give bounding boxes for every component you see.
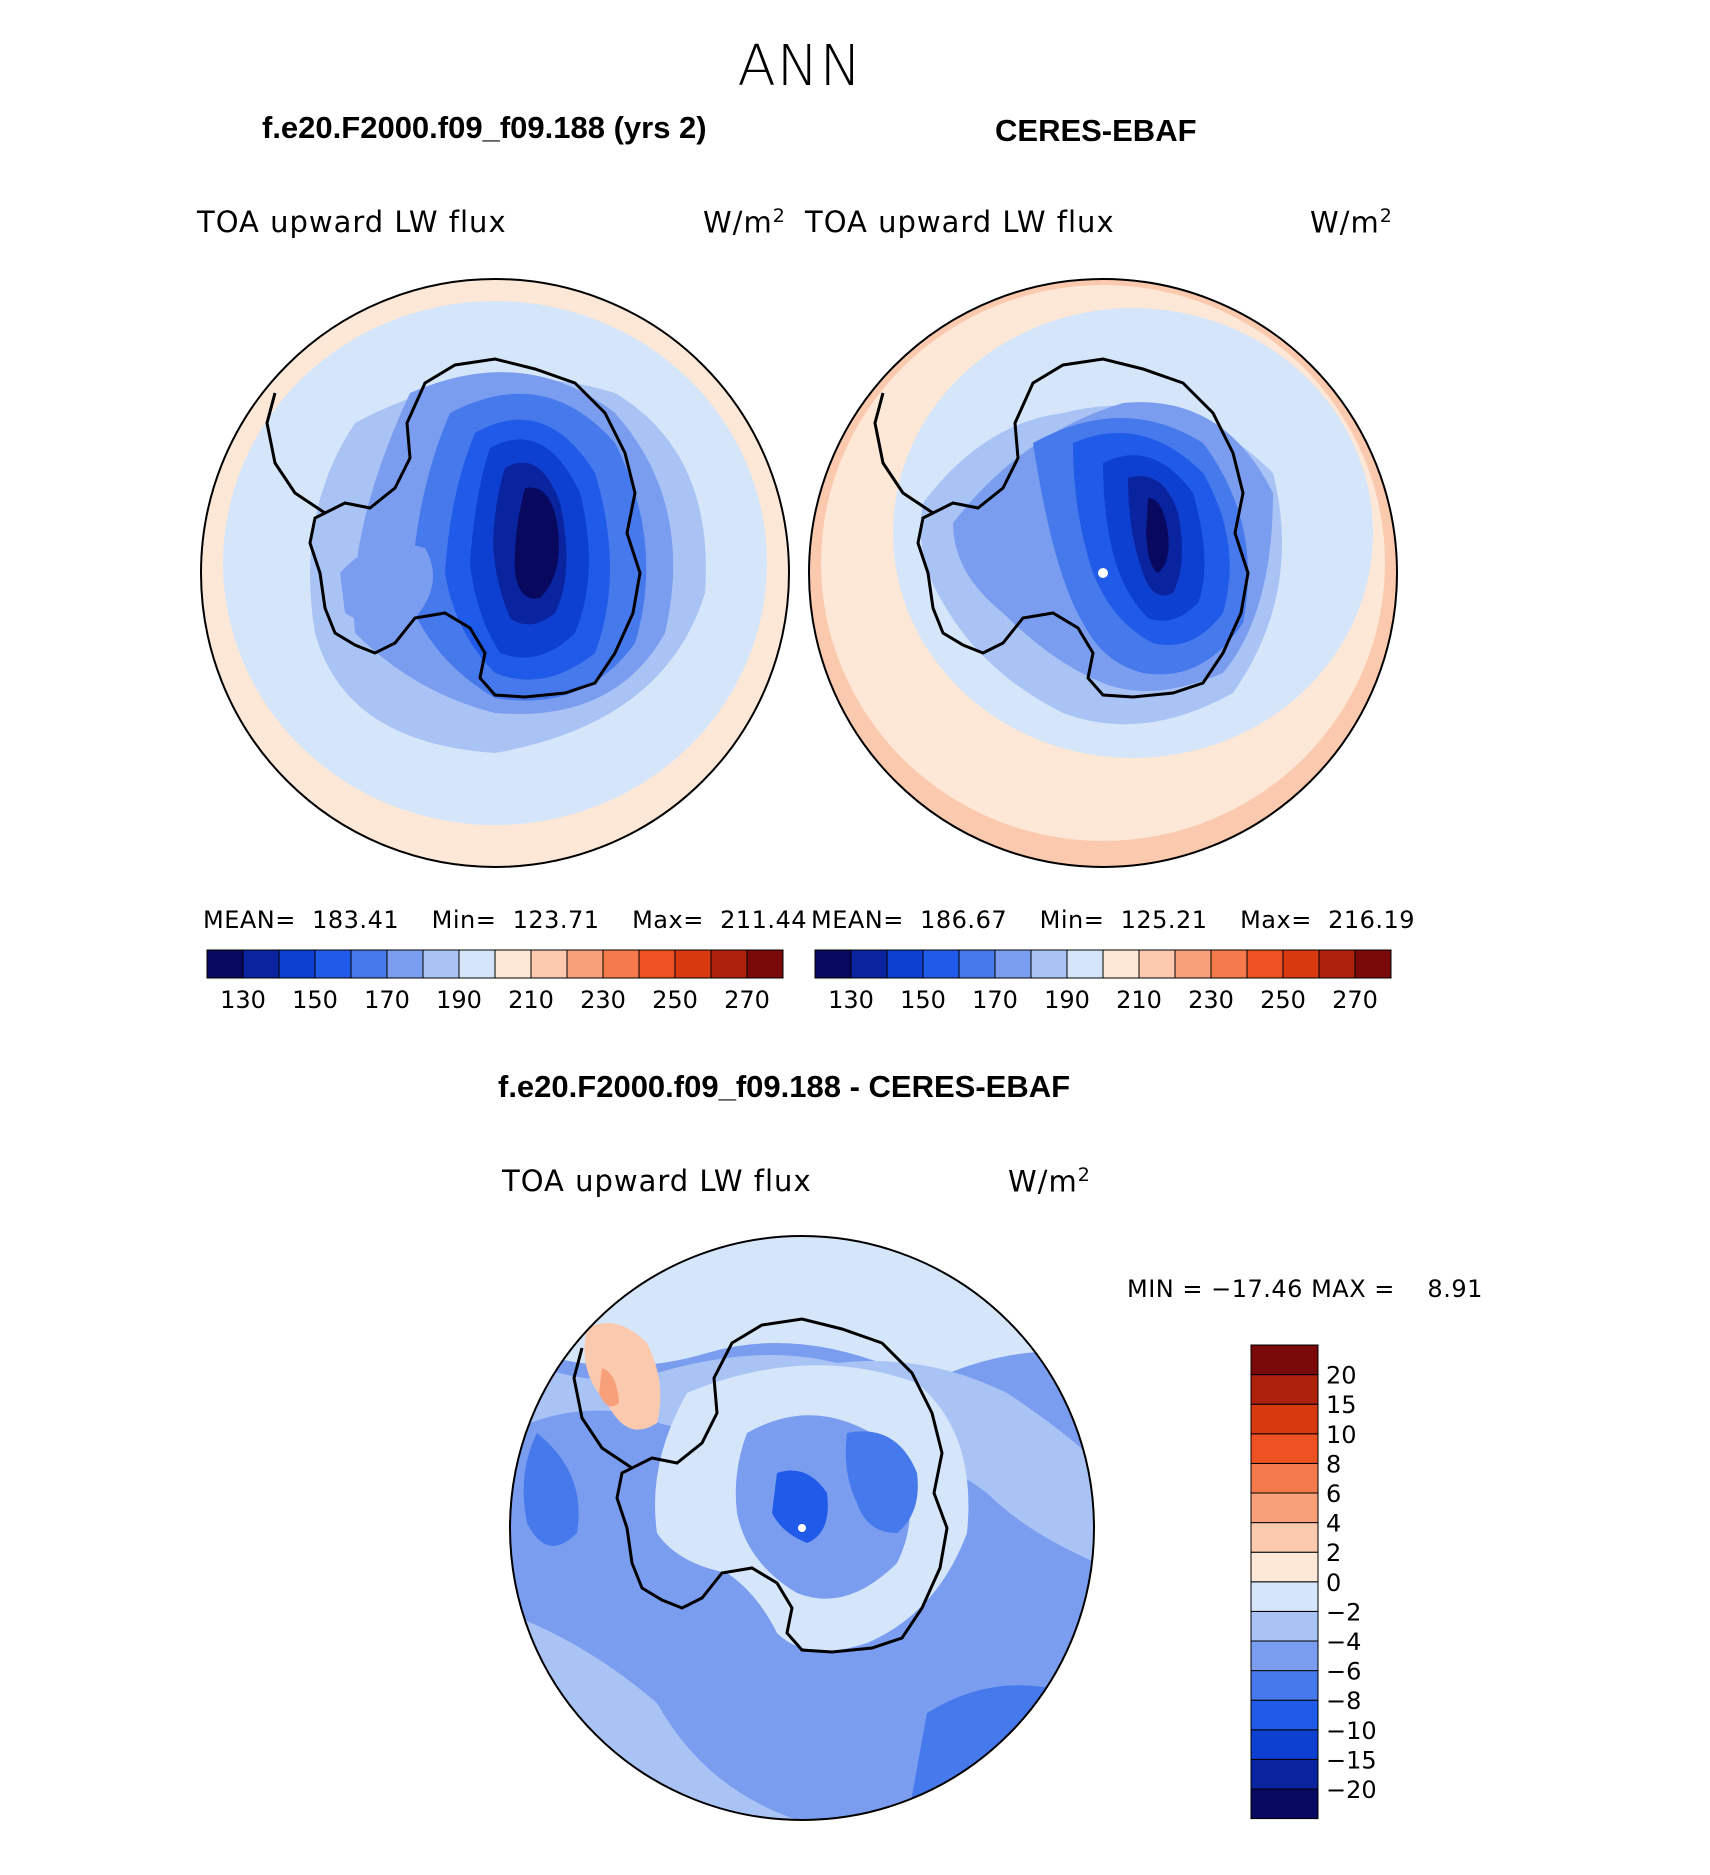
left-colorbar-swatch — [422, 949, 460, 979]
left-colorbar-swatch — [206, 949, 244, 979]
left-colorbar-tick-label: 150 — [292, 986, 338, 1014]
diff-colorbar-tick-label: 8 — [1326, 1450, 1341, 1478]
diff-colorbar-swatch — [1250, 1758, 1319, 1790]
diff-colorbar-swatch — [1250, 1610, 1319, 1642]
diff-colorbar-swatch — [1250, 1788, 1319, 1820]
diff-colorbar-tick-label: −8 — [1326, 1687, 1361, 1715]
diff-colorbar-swatch — [1250, 1462, 1319, 1494]
left-colorbar-tick-label: 170 — [364, 986, 410, 1014]
left-polar-map — [200, 278, 790, 868]
right-colorbar-swatch — [886, 949, 924, 979]
left-colorbar-tick-label: 250 — [652, 986, 698, 1014]
right-colorbar-tick-label: 230 — [1188, 986, 1234, 1014]
left-colorbar-tick-label: 130 — [220, 986, 266, 1014]
diff-colorbar-swatch — [1250, 1729, 1319, 1760]
right-colorbar-swatch — [1138, 949, 1176, 979]
right-stats: MEAN= 186.67 Min= 125.21 Max= 216.19 — [811, 906, 1416, 934]
right-colorbar-tick-label: 130 — [828, 986, 874, 1014]
left-colorbar-swatch — [494, 949, 532, 979]
diff-colorbar-swatch — [1250, 1344, 1319, 1376]
right-units-label: W/m2 — [1310, 205, 1393, 240]
diff-colorbar-tick-label: −20 — [1326, 1776, 1377, 1804]
diff-colorbar-tick-label: −4 — [1326, 1628, 1361, 1656]
left-colorbar-tick-label: 230 — [580, 986, 626, 1014]
right-colorbar-swatch — [1246, 949, 1284, 979]
diff-colorbar-tick-label: 6 — [1326, 1480, 1341, 1508]
diff-variable-label: TOA upward LW flux — [502, 1164, 812, 1198]
right-colorbar-swatch — [1318, 949, 1356, 979]
left-colorbar-tick-label: 190 — [436, 986, 482, 1014]
right-colorbar-swatch — [1354, 949, 1392, 979]
diff-colorbar-tick-label: 0 — [1326, 1569, 1341, 1597]
diff-colorbar-tick-label: 20 — [1326, 1362, 1357, 1390]
right-panel-title: CERES-EBAF — [995, 113, 1197, 148]
right-colorbar-swatch — [1174, 949, 1212, 979]
right-colorbar-swatch — [958, 949, 996, 979]
diff-colorbar-tick-label: −6 — [1326, 1658, 1361, 1686]
diff-colorbar-swatch — [1250, 1551, 1319, 1583]
left-colorbar-tick-label: 210 — [508, 986, 554, 1014]
left-colorbar-swatch — [242, 949, 280, 979]
left-colorbar-swatch — [746, 949, 784, 979]
right-colorbar-tick-label: 270 — [1332, 986, 1378, 1014]
diff-colorbar-tick-label: −15 — [1326, 1746, 1377, 1774]
diff-colorbar-tick-label: −2 — [1326, 1598, 1361, 1626]
diff-colorbar-swatch — [1250, 1640, 1319, 1672]
diff-colorbar-swatch — [1250, 1699, 1319, 1731]
left-units-label: W/m2 — [703, 205, 786, 240]
diff-colorbar-swatch — [1250, 1492, 1319, 1524]
right-colorbar-swatch — [1102, 949, 1140, 979]
right-colorbar-swatch — [814, 949, 852, 979]
right-colorbar-swatch — [1030, 949, 1068, 979]
right-colorbar-swatch — [1066, 949, 1104, 979]
right-colorbar-tick-label: 250 — [1260, 986, 1306, 1014]
right-colorbar-tick-label: 150 — [900, 986, 946, 1014]
right-colorbar-swatch — [994, 949, 1032, 979]
right-colorbar-tick-label: 190 — [1044, 986, 1090, 1014]
right-colorbar-tick-label: 170 — [972, 986, 1018, 1014]
diff-colorbar-swatch — [1250, 1670, 1319, 1701]
left-colorbar-swatch — [386, 949, 424, 979]
left-colorbar: 130 150 170 190 210 230 250 270 — [206, 949, 784, 1014]
diff-colorbar-swatch — [1250, 1374, 1319, 1405]
diff-polar-map — [509, 1235, 1095, 1821]
season-title: ANN — [737, 34, 863, 99]
right-colorbar-tick-label: 210 — [1116, 986, 1162, 1014]
right-variable-label: TOA upward LW flux — [805, 205, 1115, 239]
left-colorbar-swatch — [458, 949, 496, 979]
diff-colorbar-tick-label: −10 — [1326, 1717, 1377, 1745]
left-colorbar-swatch — [566, 949, 604, 979]
right-colorbar-swatch — [1210, 949, 1248, 979]
left-colorbar-swatch — [710, 949, 748, 979]
left-colorbar-swatch — [674, 949, 712, 979]
right-colorbar-swatch — [850, 949, 888, 979]
left-colorbar-swatch — [602, 949, 640, 979]
right-polar-map — [808, 278, 1398, 868]
left-colorbar-tick-label: 270 — [724, 986, 770, 1014]
diff-colorbar-swatch — [1250, 1522, 1319, 1553]
right-colorbar: 130 150 170 190 210 230 250 270 — [814, 949, 1392, 1014]
right-colorbar-swatch — [1282, 949, 1320, 979]
diff-colorbar-tick-label: 4 — [1326, 1510, 1341, 1538]
left-colorbar-swatch — [530, 949, 568, 979]
left-panel-title: f.e20.F2000.f09_f09.188 (yrs 2) — [262, 110, 707, 145]
left-colorbar-swatch — [638, 949, 676, 979]
diff-colorbar-tick-label: 10 — [1326, 1421, 1357, 1449]
right-colorbar-swatch — [922, 949, 960, 979]
left-colorbar-swatch — [350, 949, 388, 979]
left-colorbar-swatch — [314, 949, 352, 979]
diff-colorbar-tick-label: 15 — [1326, 1391, 1357, 1419]
diff-panel-title: f.e20.F2000.f09_f09.188 - CERES-EBAF — [498, 1069, 1071, 1104]
diff-colorbar-swatch — [1250, 1433, 1319, 1464]
left-stats: MEAN= 183.41 Min= 123.71 Max= 211.44 — [203, 906, 808, 934]
diff-colorbar-swatch — [1250, 1403, 1319, 1435]
diff-colorbar-tick-label: 2 — [1326, 1539, 1341, 1567]
diff-colorbar-swatch — [1250, 1581, 1319, 1612]
diff-minmax: MIN = −17.46 MAX = 8.91 — [1127, 1275, 1483, 1303]
left-variable-label: TOA upward LW flux — [197, 205, 507, 239]
left-colorbar-swatch — [278, 949, 316, 979]
diff-units-label: W/m2 — [1008, 1164, 1091, 1199]
